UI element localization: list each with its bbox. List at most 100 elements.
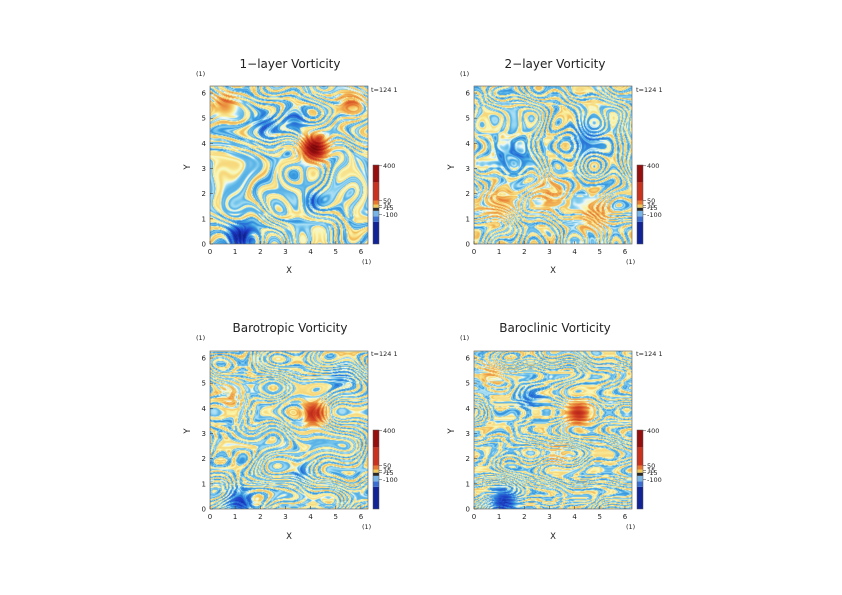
- y-tick-label: 1: [202, 480, 206, 488]
- panel-2layer-xlabel: X: [550, 266, 556, 276]
- panel-1layer-xlabel: X: [286, 266, 292, 276]
- colorbar-tick-label: 15: [647, 467, 655, 475]
- panel-barotropic: Barotropic Vorticity (1) t=124 1 Y X (1)…: [183, 321, 398, 542]
- colorbar-frame: [636, 429, 644, 510]
- panel-1layer-frame: [209, 85, 369, 245]
- colorbar-frame: [636, 164, 644, 245]
- panel-barotropic-xlabel: X: [286, 532, 292, 542]
- colorbar-segment: [637, 216, 643, 222]
- y-tick-label: 0: [202, 241, 206, 249]
- panel-barotropic-x-ticks: 0 1 2 3 4 5 6: [208, 506, 364, 521]
- y-tick-label: 6: [466, 355, 471, 363]
- colorbar-segment: [373, 465, 379, 470]
- colorbar-tick-label: 400: [647, 162, 659, 170]
- panel-barotropic-frame: [209, 350, 369, 510]
- colorbar-segment: [637, 200, 643, 205]
- y-tick-label: 0: [466, 506, 470, 514]
- panel-1layer: 1−layer Vorticity (1) t=124 1 Y X (1) 0 1…: [183, 57, 398, 276]
- colorbar-tick-label: -100: [383, 476, 398, 484]
- x-tick-label: 0: [472, 248, 476, 256]
- panel-2layer-frame: [473, 85, 633, 245]
- panel-2layer-y-unit: (1): [460, 70, 469, 78]
- y-tick-label: 5: [466, 380, 470, 388]
- colorbar-segment: [373, 165, 379, 183]
- colorbar-segment: [637, 481, 643, 487]
- y-tick-label: 4: [202, 405, 207, 413]
- panel-barotropic-vorticity-field: [210, 351, 368, 509]
- panel-baroclinic-x-ticks: 0 1 2 3 4 5 6: [472, 506, 628, 521]
- colorbar-frame: [372, 164, 380, 245]
- panel-1layer-vorticity-field: [210, 86, 368, 244]
- colorbar-tick-label: 15: [647, 202, 655, 210]
- x-tick-label: 2: [258, 248, 262, 256]
- panel-2layer-time-label: t=124 1: [636, 86, 663, 94]
- y-tick-label: 2: [202, 190, 206, 198]
- colorbar-segment: [373, 216, 379, 222]
- panel-2layer-x-ticks: 0 1 2 3 4 5 6: [472, 241, 628, 256]
- y-tick-label: 6: [202, 90, 207, 98]
- panel-baroclinic-time-label: t=124 1: [636, 350, 663, 358]
- panel-2layer: 2−layer Vorticity (1) t=124 1 Y X (1) 0 1…: [447, 57, 663, 276]
- colorbar-segment: [637, 465, 643, 470]
- panel-barotropic-x-unit: (1): [362, 523, 371, 531]
- panel-baroclinic-ylabel: Y: [447, 428, 457, 435]
- colorbar-tick-label: 50: [383, 462, 391, 470]
- panel-2layer-ylabel: Y: [447, 164, 457, 171]
- panel-baroclinic-x-unit: (1): [626, 523, 635, 531]
- y-tick-label: 5: [202, 380, 206, 388]
- x-tick-label: 5: [598, 248, 602, 256]
- panel-1layer-title: 1−layer Vorticity: [240, 57, 341, 71]
- colorbar-segment: [373, 472, 379, 476]
- colorbar-segment: [373, 204, 379, 208]
- panel-1layer-x-unit: (1): [362, 258, 371, 266]
- panel-baroclinic-vorticity-field: [474, 351, 632, 509]
- panel-barotropic-title: Barotropic Vorticity: [232, 321, 347, 335]
- panel-1layer-y-ticks: 0 1 2 3 4 5 6: [202, 90, 213, 249]
- x-tick-label: 5: [334, 248, 338, 256]
- colorbar-tick-label: -15: [383, 204, 394, 212]
- colorbar-tick-label: -15: [647, 204, 658, 212]
- x-tick-label: 5: [334, 513, 338, 521]
- colorbar-segment: [637, 165, 643, 183]
- colorbar-segment: [373, 207, 379, 211]
- panel-baroclinic-xlabel: X: [550, 532, 556, 542]
- colorbar-segment: [373, 475, 379, 482]
- colorbar-tick-label: 50: [647, 462, 655, 470]
- panel-2layer-vorticity-field: [474, 86, 632, 244]
- y-tick-label: 0: [202, 506, 206, 514]
- y-tick-label: 0: [466, 241, 470, 249]
- y-tick-label: 2: [202, 455, 206, 463]
- colorbar-frame: [372, 429, 380, 510]
- y-tick-label: 4: [466, 140, 471, 148]
- x-tick-label: 1: [233, 248, 237, 256]
- y-tick-label: 5: [466, 115, 470, 123]
- panel-2layer-y-ticks: 0 1 2 3 4 5 6: [466, 90, 477, 249]
- panel-barotropic-y-ticks: 0 1 2 3 4 5 6: [202, 355, 213, 514]
- y-tick-label: 3: [202, 165, 206, 173]
- x-tick-label: 1: [497, 248, 501, 256]
- colorbar-segment: [637, 469, 643, 473]
- panel-barotropic-ylabel: Y: [183, 428, 193, 435]
- y-tick-label: 2: [466, 455, 470, 463]
- colorbar-tick-label: -15: [383, 469, 394, 477]
- colorbar-segment: [637, 207, 643, 211]
- colorbar-segment: [637, 221, 643, 244]
- panel-2layer-title: 2−layer Vorticity: [505, 57, 606, 71]
- x-tick-label: 6: [623, 513, 628, 521]
- panel-baroclinic-frame: [473, 350, 633, 510]
- colorbar-segment: [637, 475, 643, 482]
- colorbar-tick-label: 15: [383, 467, 391, 475]
- colorbar-segment: [373, 430, 379, 448]
- x-tick-label: 3: [283, 248, 287, 256]
- panel-1layer-time-label: t=124 1: [371, 86, 398, 94]
- panel-1layer-x-ticks: 0 1 2 3 4 5 6: [208, 241, 364, 256]
- y-tick-label: 1: [466, 480, 470, 488]
- panel-baroclinic-y-unit: (1): [460, 334, 469, 342]
- colorbar-tick-label: -100: [383, 211, 398, 219]
- colorbar-segment: [373, 221, 379, 244]
- panel-barotropic-time-label: t=124 1: [371, 350, 398, 358]
